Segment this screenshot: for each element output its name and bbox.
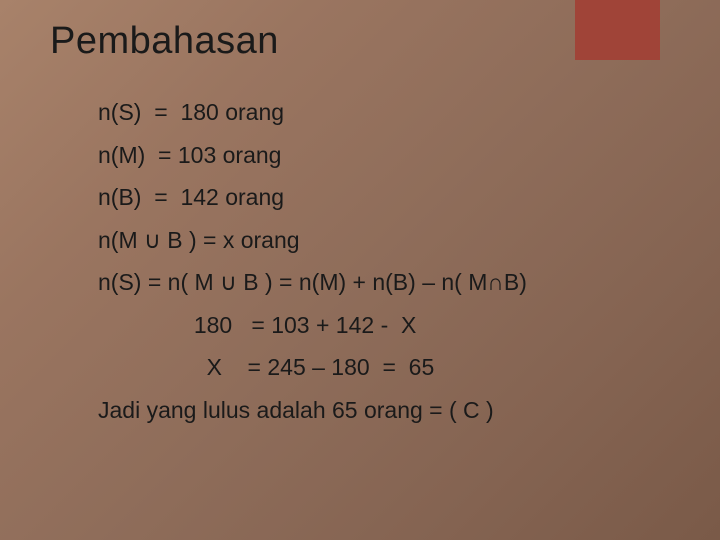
slide-content: n(S) = 180 orang n(M) = 103 orang n(B) =… (50, 91, 670, 431)
content-line: n(B) = 142 orang (98, 176, 670, 219)
content-line: 180 = 103 + 142 - X (98, 304, 670, 347)
content-line: X = 245 – 180 = 65 (98, 346, 670, 389)
content-line: n(S) = 180 orang (98, 91, 670, 134)
content-line: Jadi yang lulus adalah 65 orang = ( C ) (98, 389, 670, 432)
accent-decoration (575, 0, 660, 60)
slide-container: Pembahasan n(S) = 180 orang n(M) = 103 o… (0, 0, 720, 471)
content-line: n(M) = 103 orang (98, 134, 670, 177)
content-line: n(S) = n( M ∪ B ) = n(M) + n(B) – n( M∩B… (98, 261, 670, 304)
content-line: n(M ∪ B ) = x orang (98, 219, 670, 262)
